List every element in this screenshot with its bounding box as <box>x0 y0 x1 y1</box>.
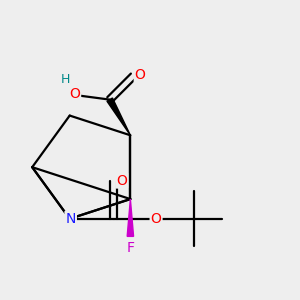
Text: F: F <box>126 241 134 255</box>
Polygon shape <box>127 199 134 236</box>
Text: N: N <box>65 212 76 226</box>
Text: O: O <box>151 212 161 226</box>
Text: H: H <box>61 73 70 86</box>
Polygon shape <box>107 98 130 135</box>
Text: O: O <box>69 87 80 101</box>
Text: O: O <box>135 68 146 82</box>
Text: O: O <box>116 173 127 188</box>
